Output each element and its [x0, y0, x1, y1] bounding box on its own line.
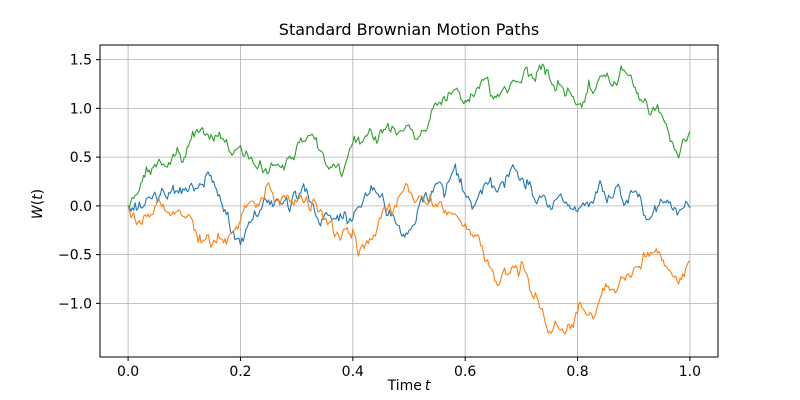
- chart-title: Standard Brownian Motion Paths: [278, 20, 540, 39]
- series-line-path-1: [127, 163, 691, 246]
- y-axis-label-open-paren: (: [30, 199, 46, 206]
- y-tick-label: 0.5: [70, 150, 92, 166]
- series-lines: [127, 63, 691, 335]
- y-tick-label: −1.0: [58, 296, 92, 312]
- x-tick-label: 0.8: [566, 364, 588, 380]
- series-line-path-2: [127, 182, 691, 335]
- x-axis-label: Time t: [100, 378, 718, 394]
- grid: [100, 45, 718, 357]
- x-axis-label-var: t: [424, 378, 431, 394]
- y-axis-label-var: t: [30, 194, 46, 200]
- y-axis-label-func: W: [30, 205, 46, 220]
- axes-background: [100, 45, 718, 357]
- y-axis-label-close-paren: ): [30, 188, 46, 195]
- y-tick-label: −0.5: [58, 248, 92, 264]
- axes-frame: [99, 44, 719, 358]
- x-tick-label: 0.6: [454, 364, 476, 380]
- ticks: 0.0 0.2 0.4 0.6 0.8 1.0 −1.0 −0.5 0.0 0.5 1.0 1.5: [58, 53, 701, 380]
- x-tick-label: 0.4: [342, 364, 364, 380]
- x-tick-label: 0.2: [229, 364, 251, 380]
- y-tick-label: 1.5: [70, 53, 92, 69]
- series-line-path-3: [127, 63, 691, 208]
- x-axis-label-word: Time: [387, 378, 422, 394]
- y-tick-label: 0.0: [70, 199, 92, 215]
- x-tick-label: 1.0: [679, 364, 701, 380]
- x-tick-label: 0.0: [117, 364, 139, 380]
- y-tick-label: 1.0: [70, 101, 92, 117]
